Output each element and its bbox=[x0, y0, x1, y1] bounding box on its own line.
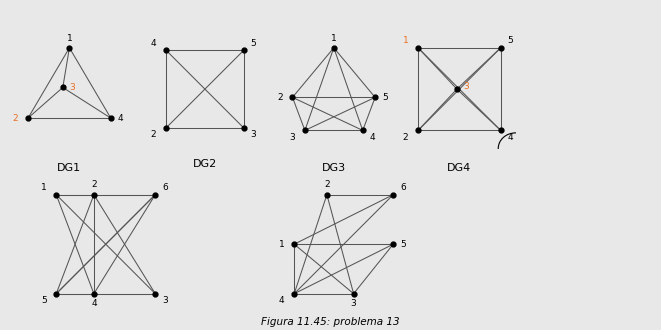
Text: 4: 4 bbox=[279, 296, 284, 305]
Text: 3: 3 bbox=[351, 299, 356, 308]
Text: 5: 5 bbox=[508, 36, 514, 45]
Text: 1: 1 bbox=[331, 34, 336, 43]
Text: 2: 2 bbox=[13, 114, 19, 122]
Text: DG3: DG3 bbox=[322, 163, 346, 173]
Text: Figura 11.45: problema 13: Figura 11.45: problema 13 bbox=[261, 317, 400, 327]
Text: 2: 2 bbox=[91, 181, 97, 189]
Text: 3: 3 bbox=[162, 296, 168, 305]
Text: 2: 2 bbox=[403, 133, 408, 142]
Text: 5: 5 bbox=[41, 296, 47, 305]
Text: 6: 6 bbox=[400, 183, 406, 192]
Text: 2: 2 bbox=[151, 130, 157, 140]
Text: 3: 3 bbox=[290, 133, 295, 142]
Text: 4: 4 bbox=[91, 299, 97, 308]
Text: 4: 4 bbox=[369, 133, 375, 142]
Text: DG2: DG2 bbox=[193, 158, 217, 169]
Text: 1: 1 bbox=[403, 36, 408, 45]
Text: 5: 5 bbox=[382, 93, 388, 102]
Text: 1: 1 bbox=[41, 183, 47, 192]
Text: 4: 4 bbox=[508, 133, 513, 142]
Text: DG1: DG1 bbox=[58, 163, 81, 173]
Text: 1: 1 bbox=[279, 240, 285, 249]
Text: 3: 3 bbox=[69, 83, 75, 92]
Text: 4: 4 bbox=[118, 114, 123, 122]
Text: 2: 2 bbox=[277, 93, 283, 102]
Text: 6: 6 bbox=[162, 183, 168, 192]
Text: 5: 5 bbox=[400, 240, 406, 249]
Text: 3: 3 bbox=[251, 130, 256, 140]
Text: 1: 1 bbox=[67, 34, 72, 43]
Text: DG4: DG4 bbox=[447, 163, 471, 173]
Text: 4: 4 bbox=[151, 39, 157, 48]
Text: 3: 3 bbox=[464, 82, 469, 91]
Text: 5: 5 bbox=[251, 39, 256, 48]
Text: 2: 2 bbox=[324, 181, 330, 189]
